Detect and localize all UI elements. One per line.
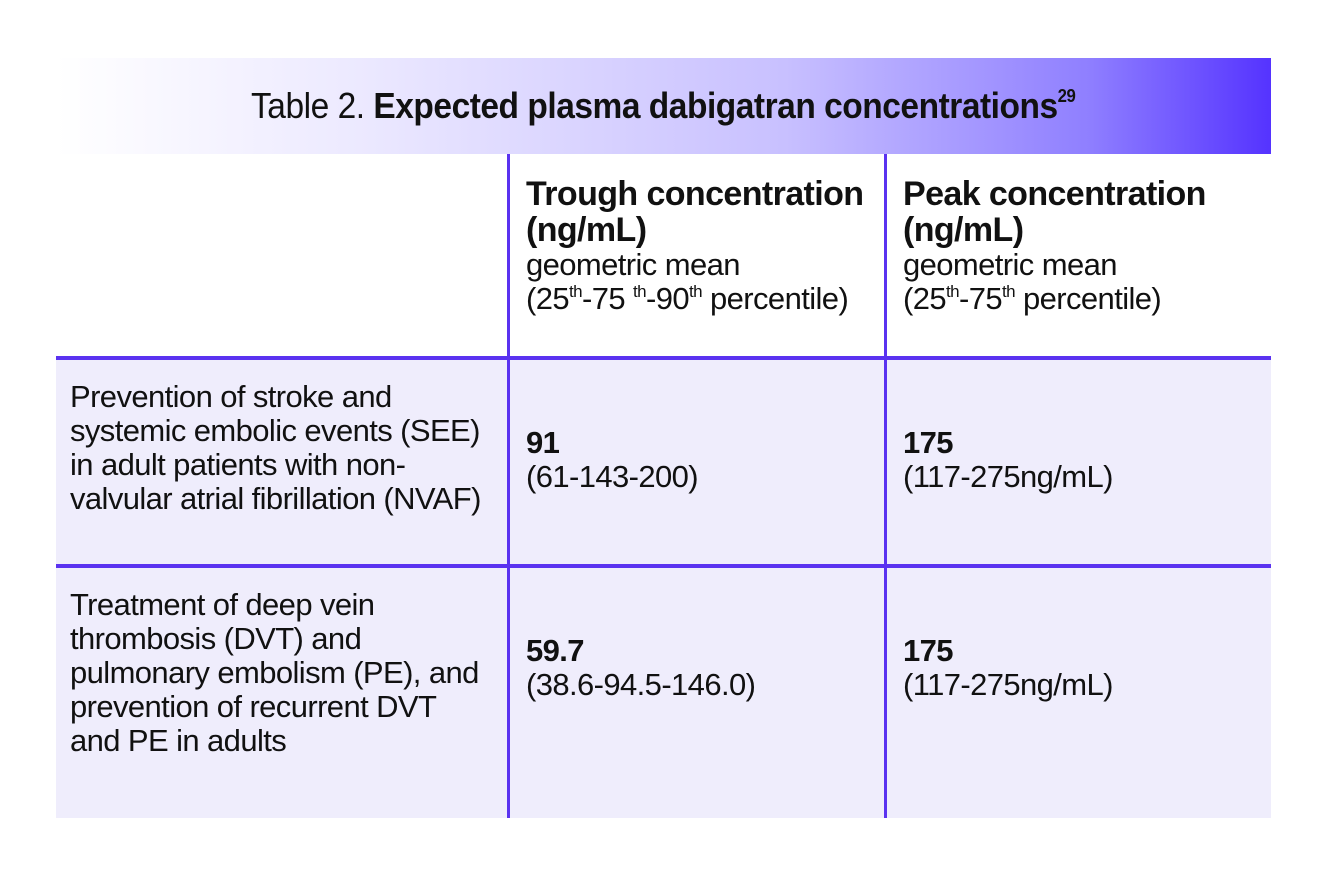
row-dvt-trough-range: (38.6-94.5-146.0): [526, 667, 756, 702]
table-title-bar: Table 2. Expected plasma dabigatran conc…: [56, 58, 1271, 154]
row-nvaf-peak-range: (117-275ng/mL): [903, 459, 1113, 494]
header-trough-stat: geometric mean: [526, 247, 740, 282]
header-trough-unit: (ng/mL): [526, 211, 647, 249]
row-dvt-peak-value: 175: [903, 633, 954, 668]
table-title-reference: 29: [1057, 86, 1076, 106]
header-peak-unit: (ng/mL): [903, 211, 1024, 249]
row-nvaf-trough-value: 91: [526, 425, 560, 460]
table-title-prefix: Table 2.: [251, 85, 374, 126]
header-trough-percentile: (25th-75 th-90th percentile): [526, 281, 849, 316]
row-nvaf-trough-range: (61-143-200): [526, 459, 699, 494]
row-dvt-label: Treatment of deep vein thrombosis (DVT) …: [56, 568, 507, 818]
table-title: Table 2. Expected plasma dabigatran conc…: [251, 85, 1076, 127]
row-dvt-peak-range: (117-275ng/mL): [903, 667, 1113, 702]
row-nvaf-peak-value: 175: [903, 425, 954, 460]
header-empty-cell: [56, 154, 507, 360]
header-peak-title: Peak concentration: [903, 175, 1206, 213]
dabigatran-table: Table 2. Expected plasma dabigatran conc…: [56, 58, 1271, 818]
header-peak-stat: geometric mean: [903, 247, 1117, 282]
table-grid: Trough concentration (ng/mL) geometric m…: [56, 154, 1271, 818]
header-trough-title: Trough concentration: [526, 175, 864, 213]
row-dvt-trough-value: 59.7: [526, 633, 585, 668]
row-dvt-trough: 59.7 (38.6-94.5-146.0): [507, 568, 884, 818]
row-nvaf-trough: 91 (61-143-200): [507, 360, 884, 568]
header-peak: Peak concentration (ng/mL) geometric mea…: [884, 154, 1271, 360]
table-title-bold: Expected plasma dabigatran concentration…: [373, 85, 1059, 126]
row-nvaf-peak: 175 (117-275ng/mL): [884, 360, 1271, 568]
row-nvaf-label: Prevention of stroke and systemic emboli…: [56, 360, 507, 568]
header-trough: Trough concentration (ng/mL) geometric m…: [507, 154, 884, 360]
row-dvt-peak: 175 (117-275ng/mL): [884, 568, 1271, 818]
header-peak-percentile: (25th-75th percentile): [903, 281, 1162, 316]
